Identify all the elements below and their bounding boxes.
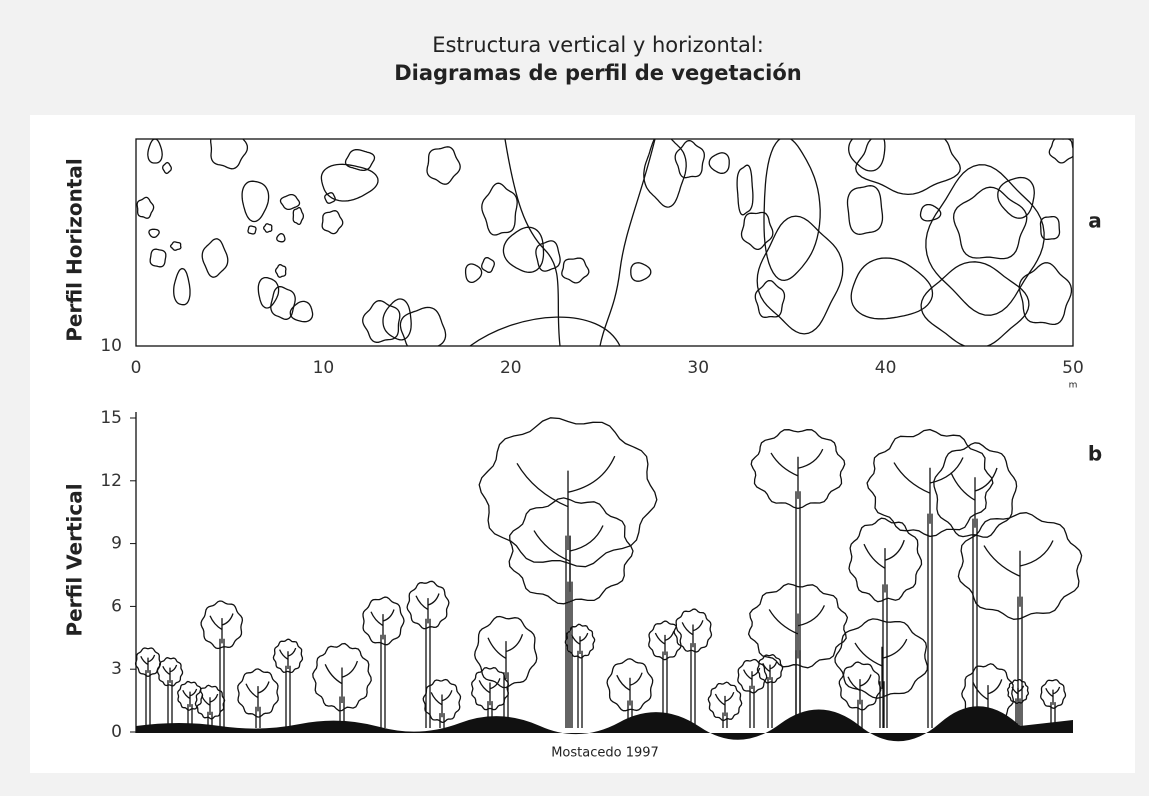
- figure: Estructura vertical y horizontal: Diagra…: [0, 0, 1149, 796]
- y-tick-label: 15: [100, 408, 122, 428]
- source: Mostacedo 1997: [551, 746, 659, 761]
- x-tick-label: 20: [500, 358, 522, 378]
- x-tick-label: 50: [1062, 358, 1084, 378]
- y-tick-label: 9: [111, 534, 122, 554]
- x-tick-label: 30: [687, 358, 709, 378]
- y-tick-label: 6: [111, 596, 122, 616]
- panel-label: b: [1088, 442, 1102, 466]
- x-tick-label: 40: [875, 358, 897, 378]
- y-tick-label: 3: [111, 659, 122, 679]
- y-axis-title: Perfil Vertical: [63, 483, 87, 636]
- y-tick-label: 0: [111, 722, 122, 742]
- subtitle: Diagramas de perfil de vegetación: [394, 61, 802, 85]
- y-tick-label: 12: [100, 471, 122, 491]
- x-tick-label: 10: [313, 358, 335, 378]
- y-axis-title: Perfil Horizontal: [63, 158, 87, 341]
- y-tick-label: 10: [100, 336, 122, 356]
- x-tick-label: 0: [131, 358, 142, 378]
- title: Estructura vertical y horizontal:: [432, 33, 764, 57]
- x-unit: m: [1069, 381, 1078, 391]
- panel-label: a: [1088, 209, 1102, 233]
